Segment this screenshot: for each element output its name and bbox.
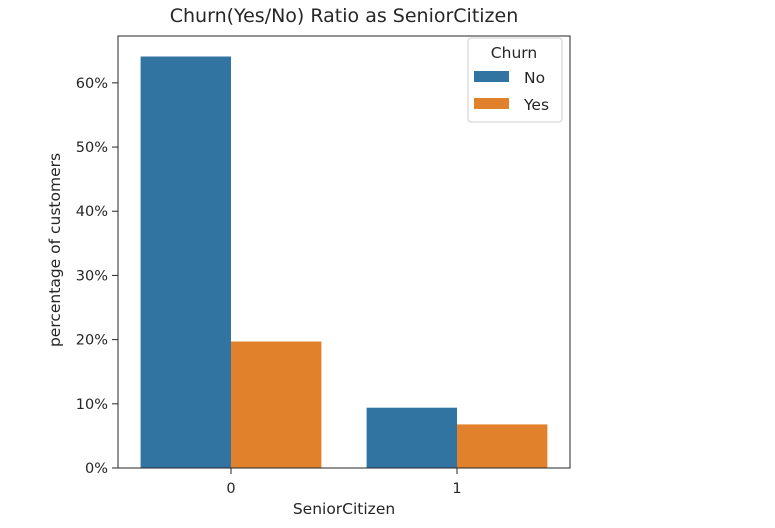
y-axis-label: percentage of customers	[46, 153, 64, 347]
y-tick-label: 20%	[76, 333, 108, 349]
bar-no-0	[140, 56, 231, 468]
y-tick-label: 30%	[76, 268, 108, 284]
plot-bars	[140, 56, 548, 468]
y-tick-label: 50%	[76, 140, 108, 156]
bar-yes-1	[457, 424, 548, 468]
x-tick-label: 1	[452, 481, 461, 497]
legend-swatch-yes	[474, 98, 509, 109]
y-tick-label: 40%	[76, 204, 108, 220]
legend-title: Churn	[491, 44, 537, 62]
chart-title: Churn(Yes/No) Ratio as SeniorCitizen	[170, 5, 519, 27]
bar-no-1	[366, 407, 457, 468]
y-tick-label: 0%	[85, 461, 108, 477]
y-tick-label: 60%	[76, 76, 108, 92]
y-axis-ticks: 0% 10% 20% 30% 40% 50% 60%	[76, 76, 118, 477]
x-tick-label: 0	[226, 481, 235, 497]
legend-swatch-no	[474, 71, 509, 82]
legend-label-no: No	[524, 69, 545, 87]
legend: Churn No Yes	[467, 37, 563, 123]
plot-frame	[117, 35, 571, 469]
x-axis-label: SeniorCitizen	[293, 500, 395, 518]
bar-yes-0	[231, 341, 322, 468]
y-tick-label: 10%	[76, 397, 108, 413]
legend-label-yes: Yes	[523, 96, 549, 114]
